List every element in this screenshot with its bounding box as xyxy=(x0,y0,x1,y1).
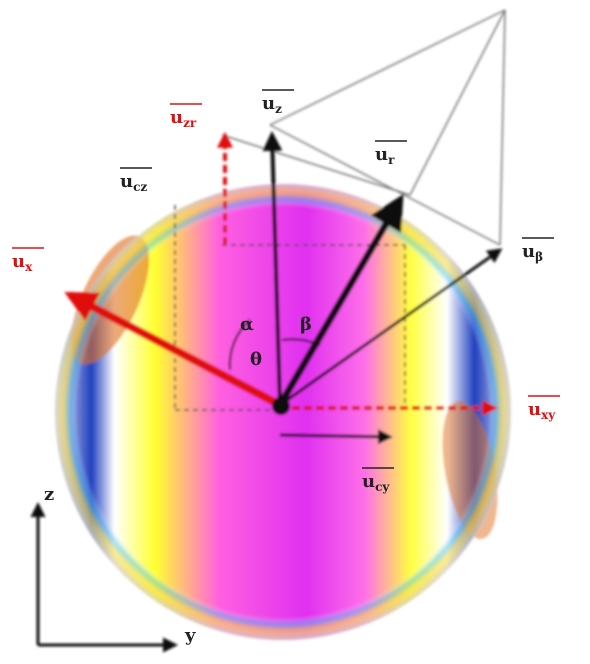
angle-label: β xyxy=(300,314,312,335)
angle-label: θ xyxy=(250,349,262,370)
subscript: cz xyxy=(133,180,147,194)
arrow xyxy=(279,429,393,445)
symbol: u xyxy=(528,399,541,420)
symbol: u xyxy=(522,241,535,262)
arrow xyxy=(64,291,282,409)
symbol: u xyxy=(375,144,388,165)
vector-label: ur xyxy=(375,144,395,167)
pyramid xyxy=(221,9,506,246)
axis-label: y xyxy=(184,625,196,646)
subscript: x xyxy=(25,260,33,274)
subscript: z xyxy=(275,102,282,116)
symbol: u xyxy=(262,93,275,114)
vector-label: ux xyxy=(12,251,33,274)
subscript: r xyxy=(388,153,395,167)
subscript: zr xyxy=(183,116,197,130)
angle-arc xyxy=(281,338,321,346)
arrow xyxy=(279,248,503,407)
symbol: u xyxy=(170,107,183,128)
figure xyxy=(30,9,511,653)
vector-label: ucy xyxy=(362,471,390,494)
vector-label: uzr xyxy=(170,107,197,130)
symbol: u xyxy=(362,471,375,492)
vector-label: ucz xyxy=(120,171,147,194)
vector-label: uβ xyxy=(522,241,543,264)
arrow xyxy=(276,193,404,407)
symbol: u xyxy=(120,171,133,192)
angle-arc xyxy=(228,319,251,371)
subscript: cy xyxy=(375,480,390,494)
angle-label: α xyxy=(240,314,254,335)
subscript: xy xyxy=(541,408,556,422)
axis-label: z xyxy=(44,484,54,505)
origin xyxy=(272,397,290,415)
symbol: u xyxy=(12,251,25,272)
arrow xyxy=(262,131,283,406)
vector-label: uxy xyxy=(528,399,556,422)
vector-label: uz xyxy=(262,93,282,116)
subscript: β xyxy=(535,250,543,264)
projections xyxy=(174,205,406,411)
